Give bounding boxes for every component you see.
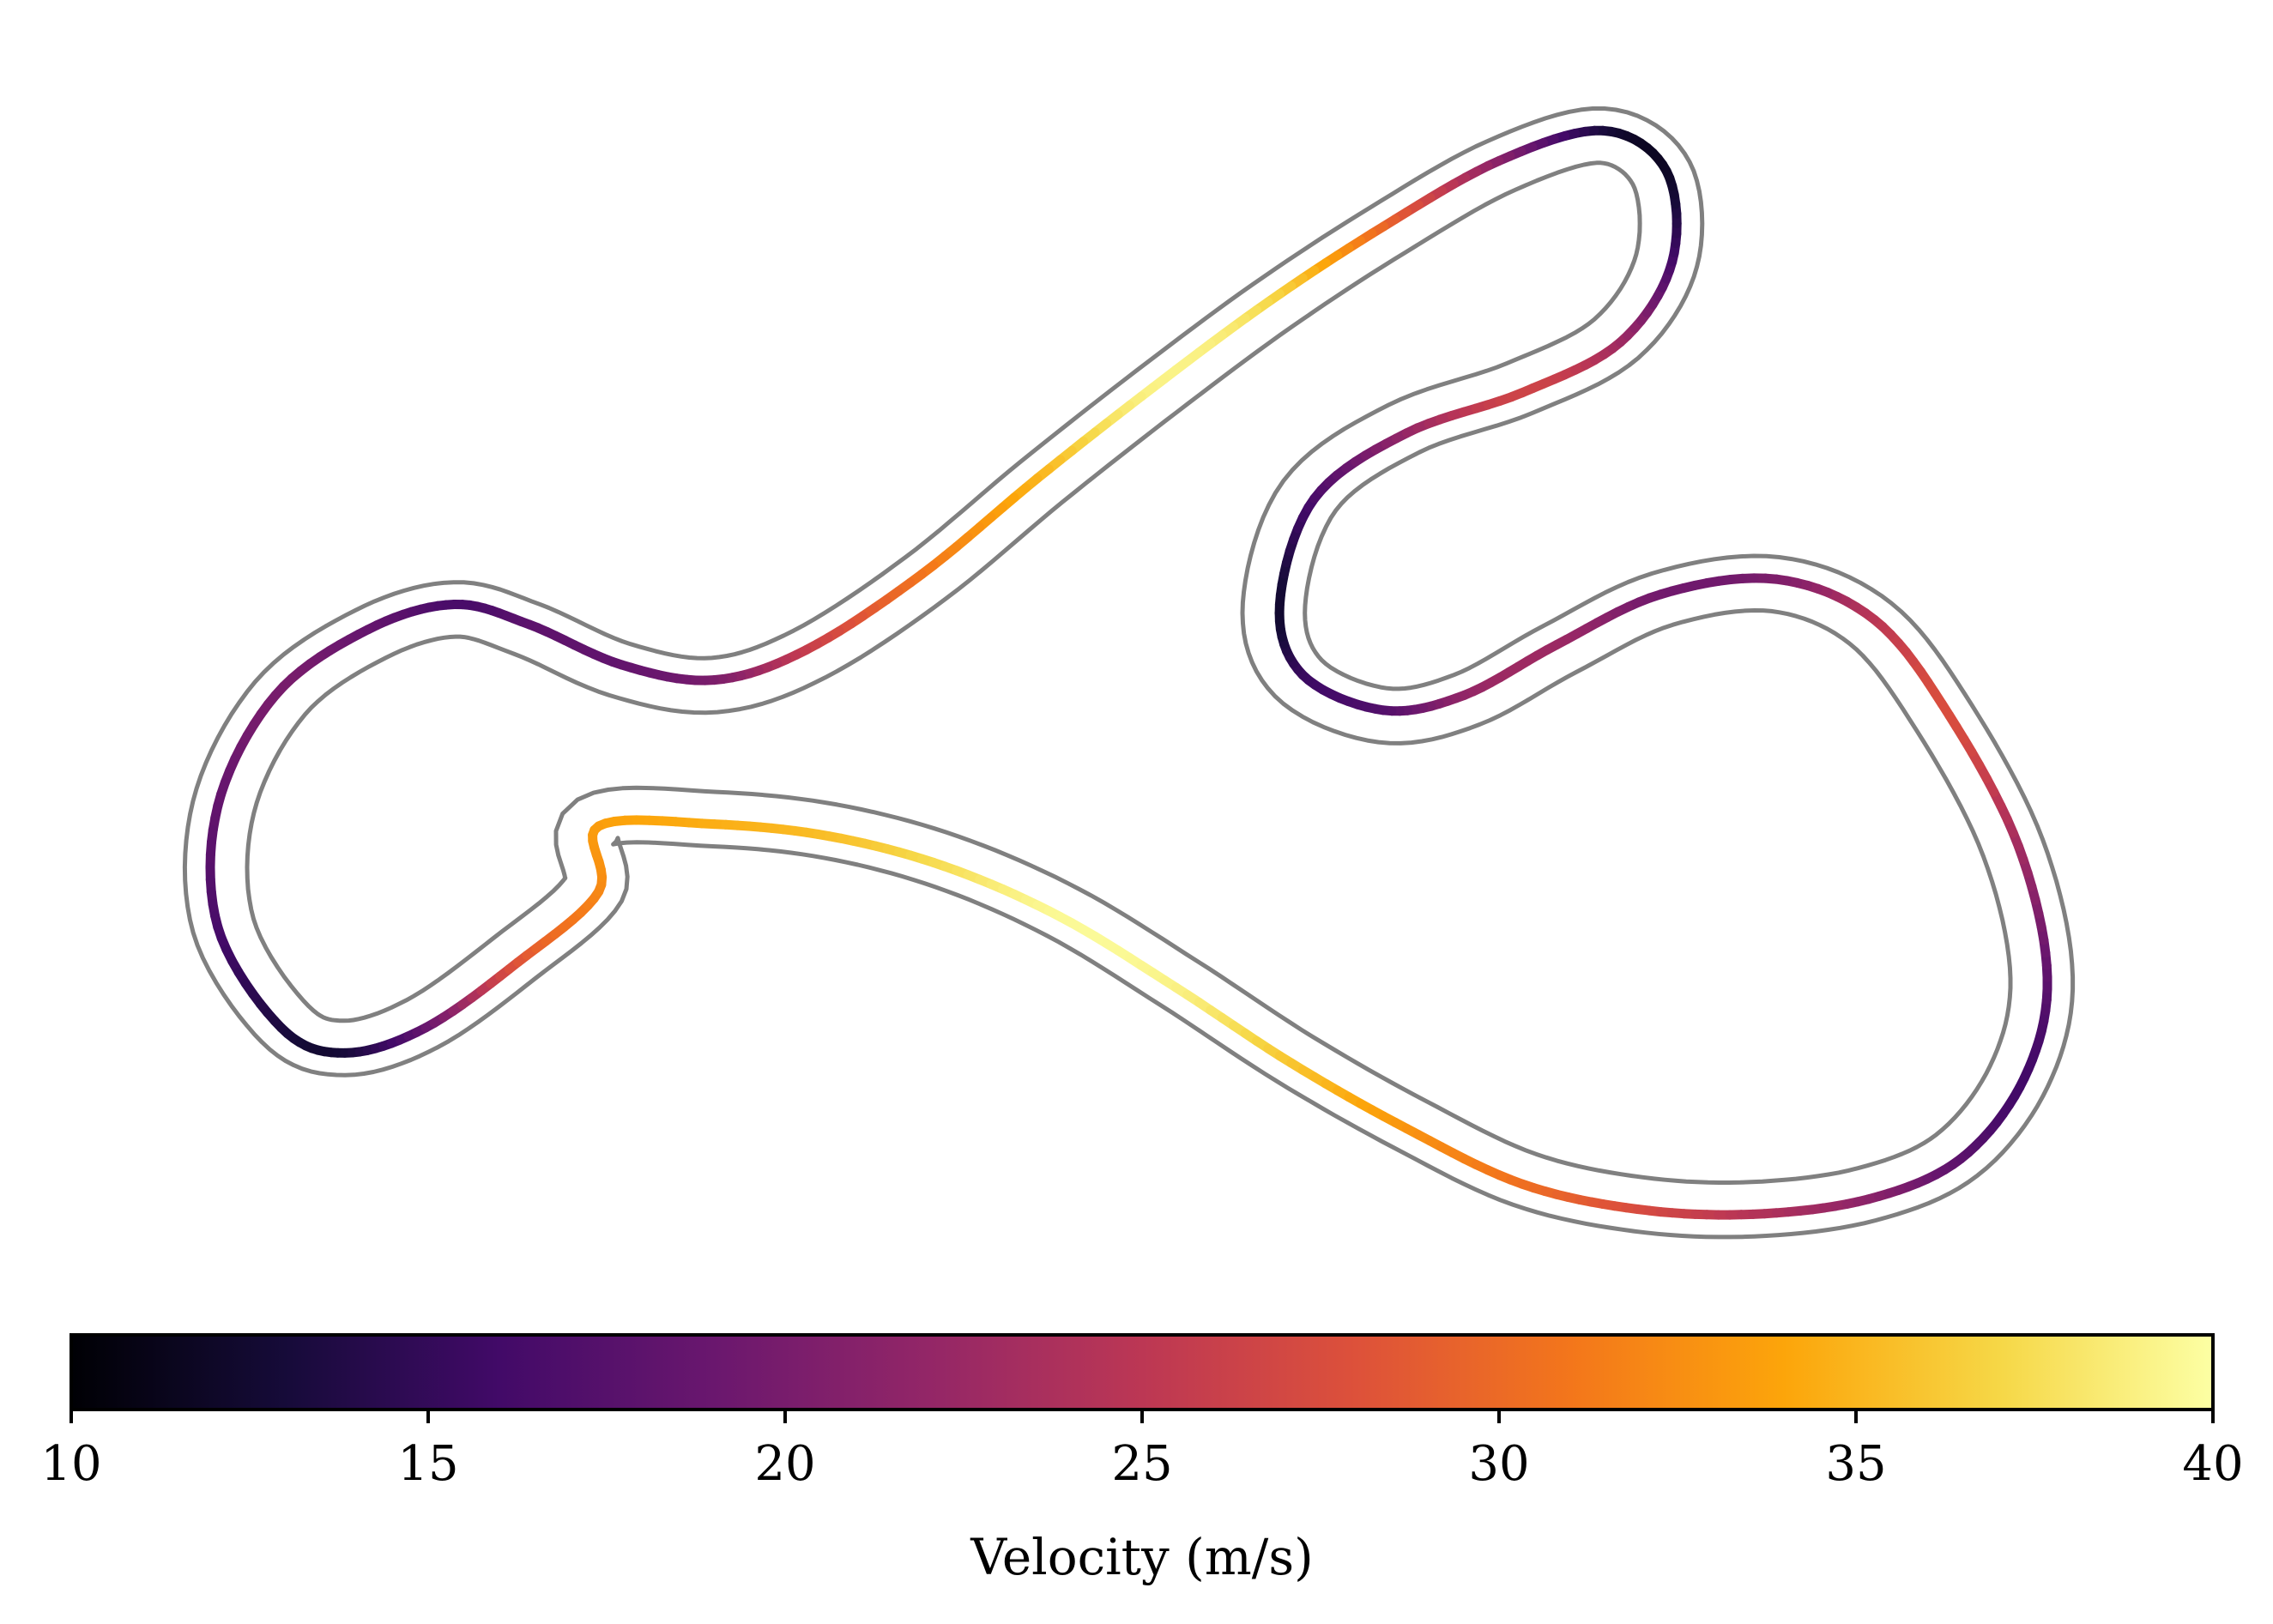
colorbar-ticks: 10 15 20 25 30 35 40	[40, 1410, 2244, 1492]
colorbar-tick-label: 15	[397, 1436, 458, 1492]
racing-line	[205, 125, 2052, 1220]
track-inner-boundary	[182, 106, 2076, 1240]
colorbar-tick-label: 25	[1111, 1436, 1172, 1492]
colorbar-tick-label: 10	[40, 1436, 101, 1492]
colorbar-gradient	[70, 1333, 2215, 1411]
colorbar-tick-label: 35	[1825, 1436, 1886, 1492]
racing-line-segment	[589, 821, 604, 836]
colorbar-tick-label: 40	[2182, 1436, 2243, 1492]
track-plot-area	[182, 106, 2076, 1240]
colorbar-tick-label: 20	[754, 1436, 815, 1492]
colorbar-tick-label: 30	[1468, 1436, 1529, 1492]
colorbar-label: Velocity (m/s)	[970, 1528, 1313, 1586]
track-outer-boundary	[245, 160, 2013, 1185]
velocity-colorbar: 10 15 20 25 30 35 40 Velocity (m/s)	[40, 1333, 2244, 1586]
